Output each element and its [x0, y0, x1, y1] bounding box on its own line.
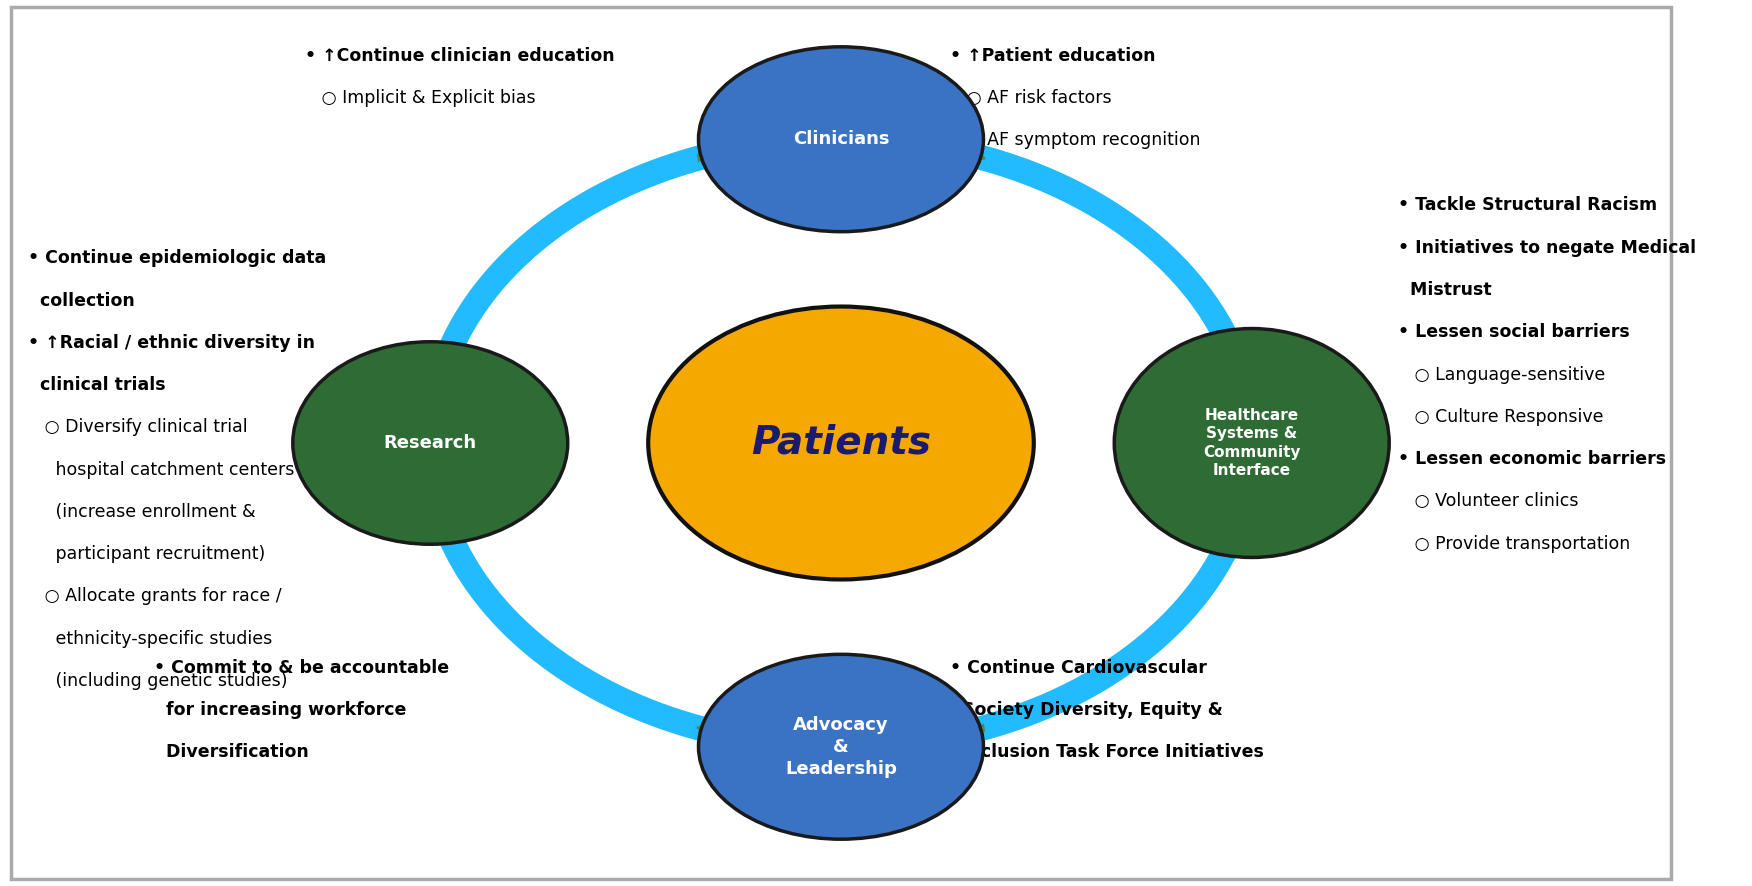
Text: Patients: Patients — [752, 424, 930, 462]
Text: Healthcare
Systems &
Community
Interface: Healthcare Systems & Community Interface — [1204, 408, 1300, 478]
Text: • Commit to & be accountable: • Commit to & be accountable — [154, 658, 449, 677]
Text: • ↑Racial / ethnic diversity in: • ↑Racial / ethnic diversity in — [28, 334, 315, 352]
Text: clinical trials: clinical trials — [28, 376, 165, 394]
Text: for increasing workforce: for increasing workforce — [154, 701, 406, 719]
Polygon shape — [697, 727, 703, 732]
Text: Inclusion Task Force Initiatives: Inclusion Task Force Initiatives — [950, 743, 1263, 761]
Text: Advocacy
&
Leadership: Advocacy & Leadership — [785, 716, 897, 778]
Ellipse shape — [699, 47, 983, 232]
Text: ○ Implicit & Explicit bias: ○ Implicit & Explicit bias — [305, 89, 534, 107]
Text: • Continue Cardiovascular: • Continue Cardiovascular — [950, 658, 1207, 677]
Text: • Continue epidemiologic data: • Continue epidemiologic data — [28, 249, 326, 268]
Text: • Lessen social barriers: • Lessen social barriers — [1398, 323, 1629, 341]
Text: ○ Provide transportation: ○ Provide transportation — [1398, 534, 1629, 553]
Text: ○ Volunteer clinics: ○ Volunteer clinics — [1398, 493, 1579, 510]
Text: • ↑Patient education: • ↑Patient education — [950, 47, 1156, 65]
Text: • Initiatives to negate Medical: • Initiatives to negate Medical — [1398, 238, 1696, 257]
Text: hospital catchment centers: hospital catchment centers — [28, 461, 294, 478]
Ellipse shape — [293, 342, 568, 544]
Text: ethnicity-specific studies: ethnicity-specific studies — [28, 630, 272, 648]
Text: ○ Diversify clinical trial: ○ Diversify clinical trial — [28, 418, 247, 436]
Text: (including genetic studies): (including genetic studies) — [28, 672, 287, 690]
Text: Research: Research — [384, 434, 477, 452]
Polygon shape — [978, 725, 985, 731]
Ellipse shape — [648, 307, 1034, 579]
Text: Society Diversity, Equity &: Society Diversity, Equity & — [950, 701, 1223, 719]
Text: (increase enrollment &: (increase enrollment & — [28, 503, 256, 521]
Text: • Lessen economic barriers: • Lessen economic barriers — [1398, 450, 1666, 468]
Text: • Tackle Structural Racism: • Tackle Structural Racism — [1398, 197, 1657, 214]
Polygon shape — [979, 154, 985, 159]
Text: Mistrust: Mistrust — [1398, 281, 1491, 299]
Text: collection: collection — [28, 291, 135, 309]
Text: ○ Allocate grants for race /: ○ Allocate grants for race / — [28, 587, 282, 605]
Polygon shape — [697, 155, 704, 161]
Ellipse shape — [1114, 329, 1389, 557]
Text: ○ Culture Responsive: ○ Culture Responsive — [1398, 408, 1603, 426]
Text: participant recruitment): participant recruitment) — [28, 545, 265, 563]
Text: Diversification: Diversification — [154, 743, 308, 761]
Ellipse shape — [699, 654, 983, 839]
Text: Clinicians: Clinicians — [792, 130, 890, 148]
Text: ○ AF symptom recognition: ○ AF symptom recognition — [950, 131, 1200, 150]
Text: ○ AF risk factors: ○ AF risk factors — [950, 89, 1111, 107]
Text: • ↑Continue clinician education: • ↑Continue clinician education — [305, 47, 615, 65]
Text: ○ Language-sensitive: ○ Language-sensitive — [1398, 366, 1605, 384]
